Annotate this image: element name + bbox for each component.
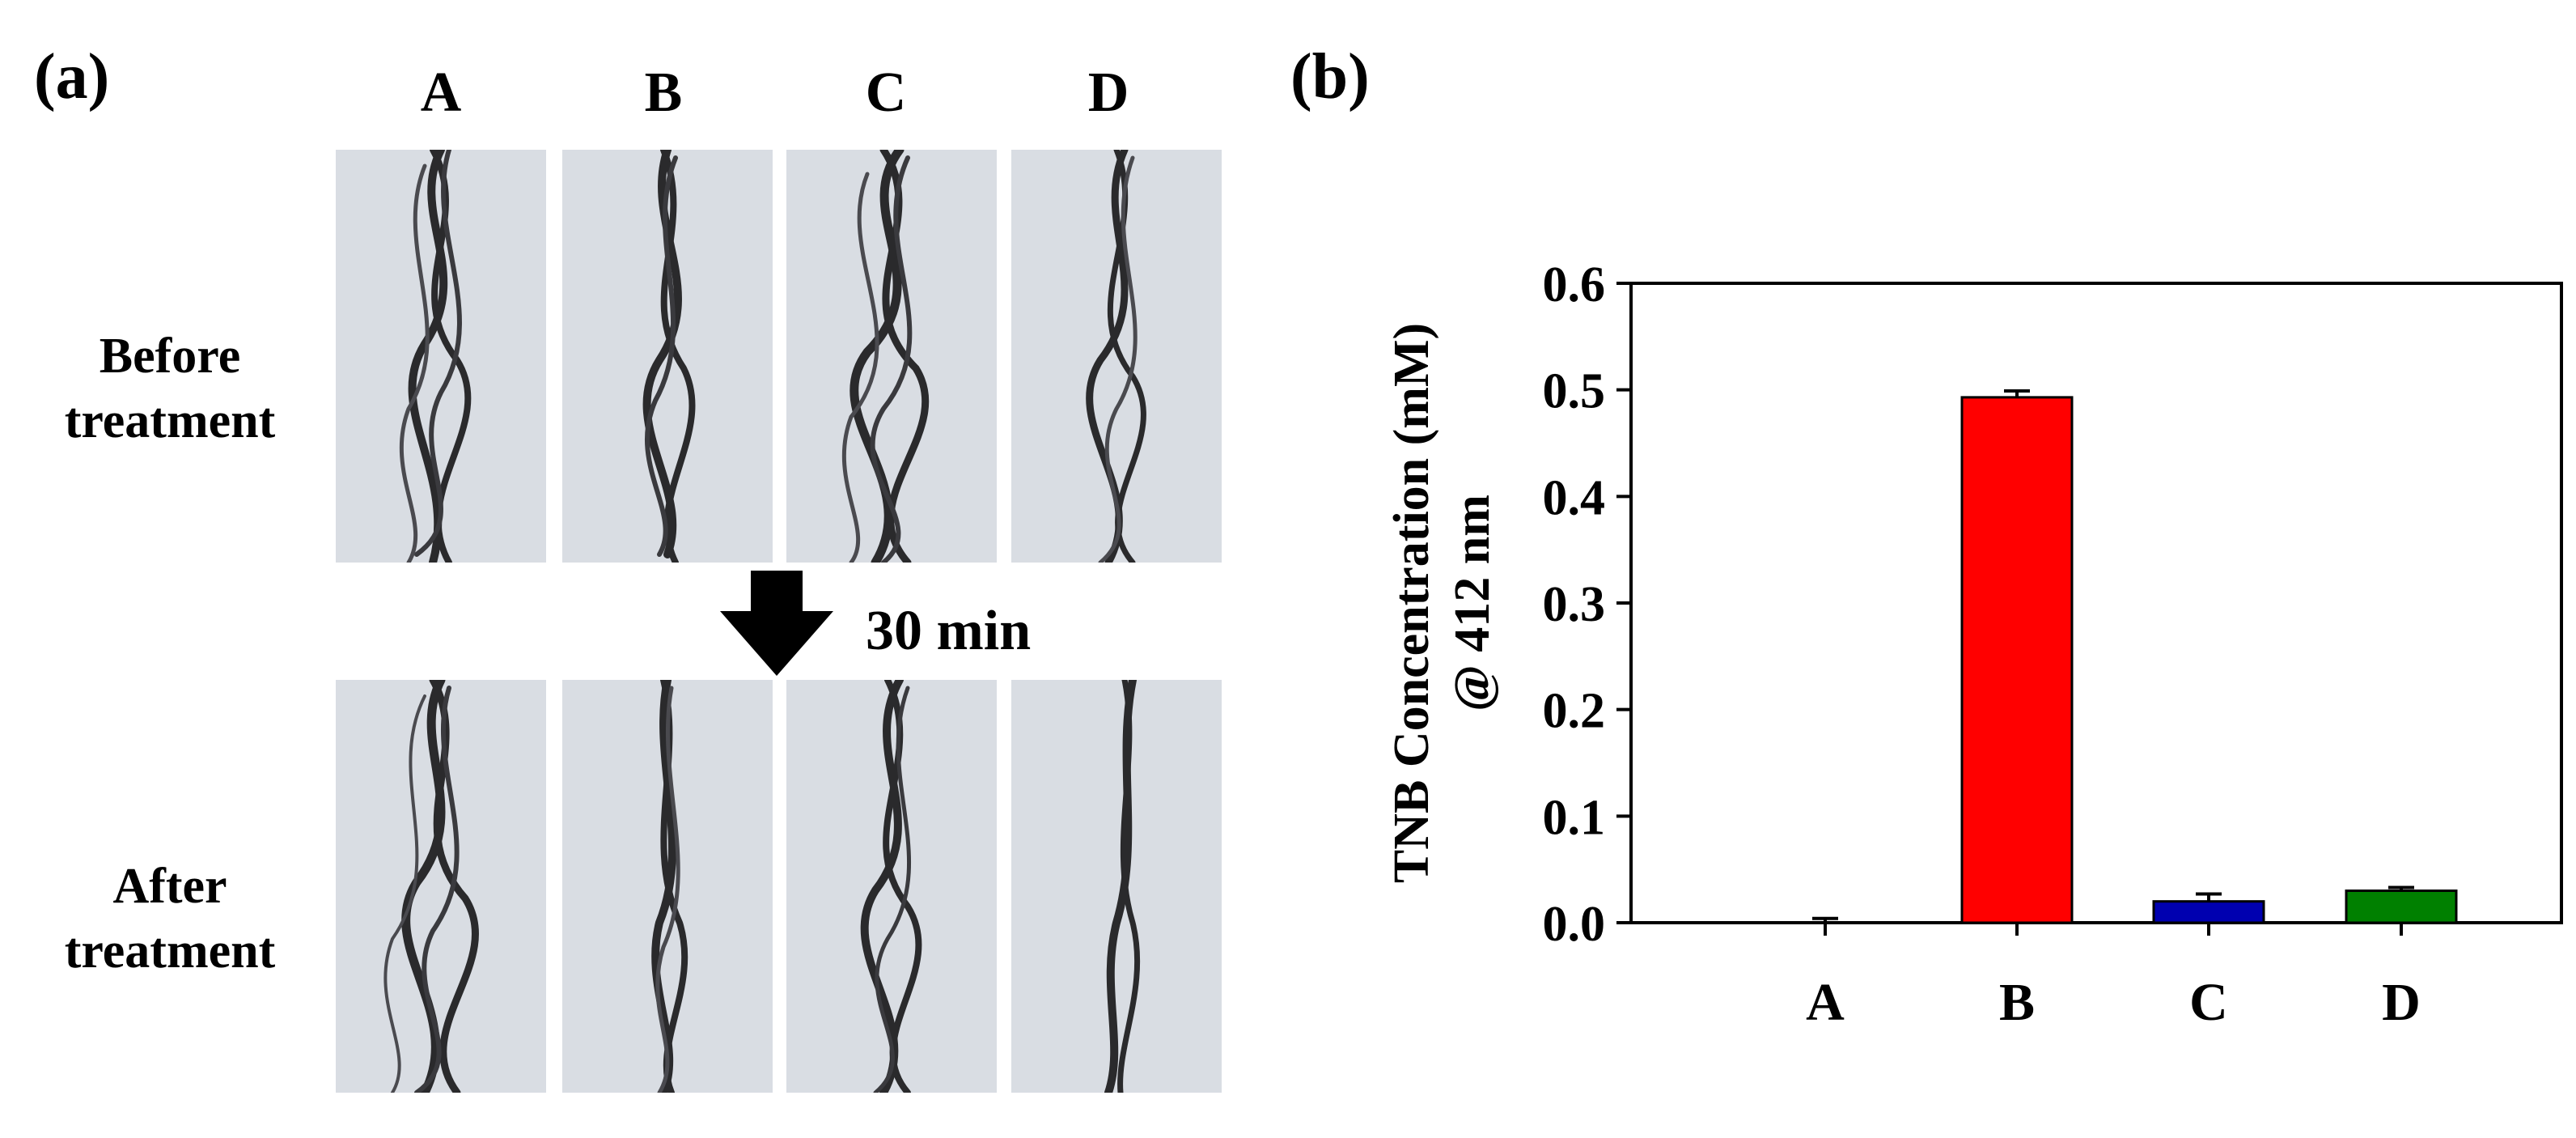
error-bars <box>1812 389 2414 923</box>
y-tick-label: 0.0 <box>1543 897 1606 952</box>
photo-after-b <box>562 680 773 1093</box>
arrow-time-label: 30 min <box>866 600 1032 662</box>
x-tick-label-d: D <box>2382 973 2421 1032</box>
y-axis-label-line1: TNB Concentration (mM) <box>1384 323 1439 883</box>
down-arrow-icon <box>720 571 833 676</box>
bars <box>1770 396 2458 924</box>
y-axis-label-line2: @ 412 nm <box>1445 495 1500 711</box>
photo-after-d <box>1011 680 1222 1093</box>
photo-after-a <box>336 680 546 1093</box>
column-head-c: C <box>865 62 907 124</box>
column-head-d: D <box>1087 62 1129 124</box>
row-label-after: After treatment <box>64 859 276 979</box>
bar-c <box>2152 900 2265 924</box>
x-tick-label-c: C <box>2189 973 2228 1032</box>
plot-frame <box>1629 282 2563 924</box>
bar-d <box>2345 890 2458 924</box>
y-tick-label: 0.3 <box>1543 577 1606 632</box>
y-tick-label: 0.6 <box>1543 257 1606 312</box>
bar-b <box>1960 396 2074 924</box>
y-tick-label: 0.4 <box>1543 470 1606 525</box>
y-tick-label: 0.1 <box>1543 790 1606 845</box>
column-head-a: A <box>420 62 462 124</box>
column-head-b: B <box>644 62 683 124</box>
photo-before-d <box>1011 150 1222 563</box>
y-axis-ticks: 0.0 0.1 0.2 0.3 0.4 0.5 0.6 <box>1543 257 1631 952</box>
panel-b-label: (b) <box>1290 41 1370 113</box>
x-axis-ticks: A B C D <box>1806 923 2421 1032</box>
row-label-before: Before treatment <box>64 329 276 448</box>
photo-before-c <box>786 150 997 563</box>
y-tick-label: 0.2 <box>1543 684 1606 739</box>
photo-after-c <box>786 680 997 1093</box>
x-tick-label-b: B <box>1999 973 2035 1032</box>
photo-before-a <box>336 150 546 563</box>
y-tick-label: 0.5 <box>1543 364 1606 419</box>
panel-a-label: (a) <box>34 41 110 113</box>
x-tick-label-a: A <box>1806 973 1845 1032</box>
photo-before-b <box>562 150 773 563</box>
